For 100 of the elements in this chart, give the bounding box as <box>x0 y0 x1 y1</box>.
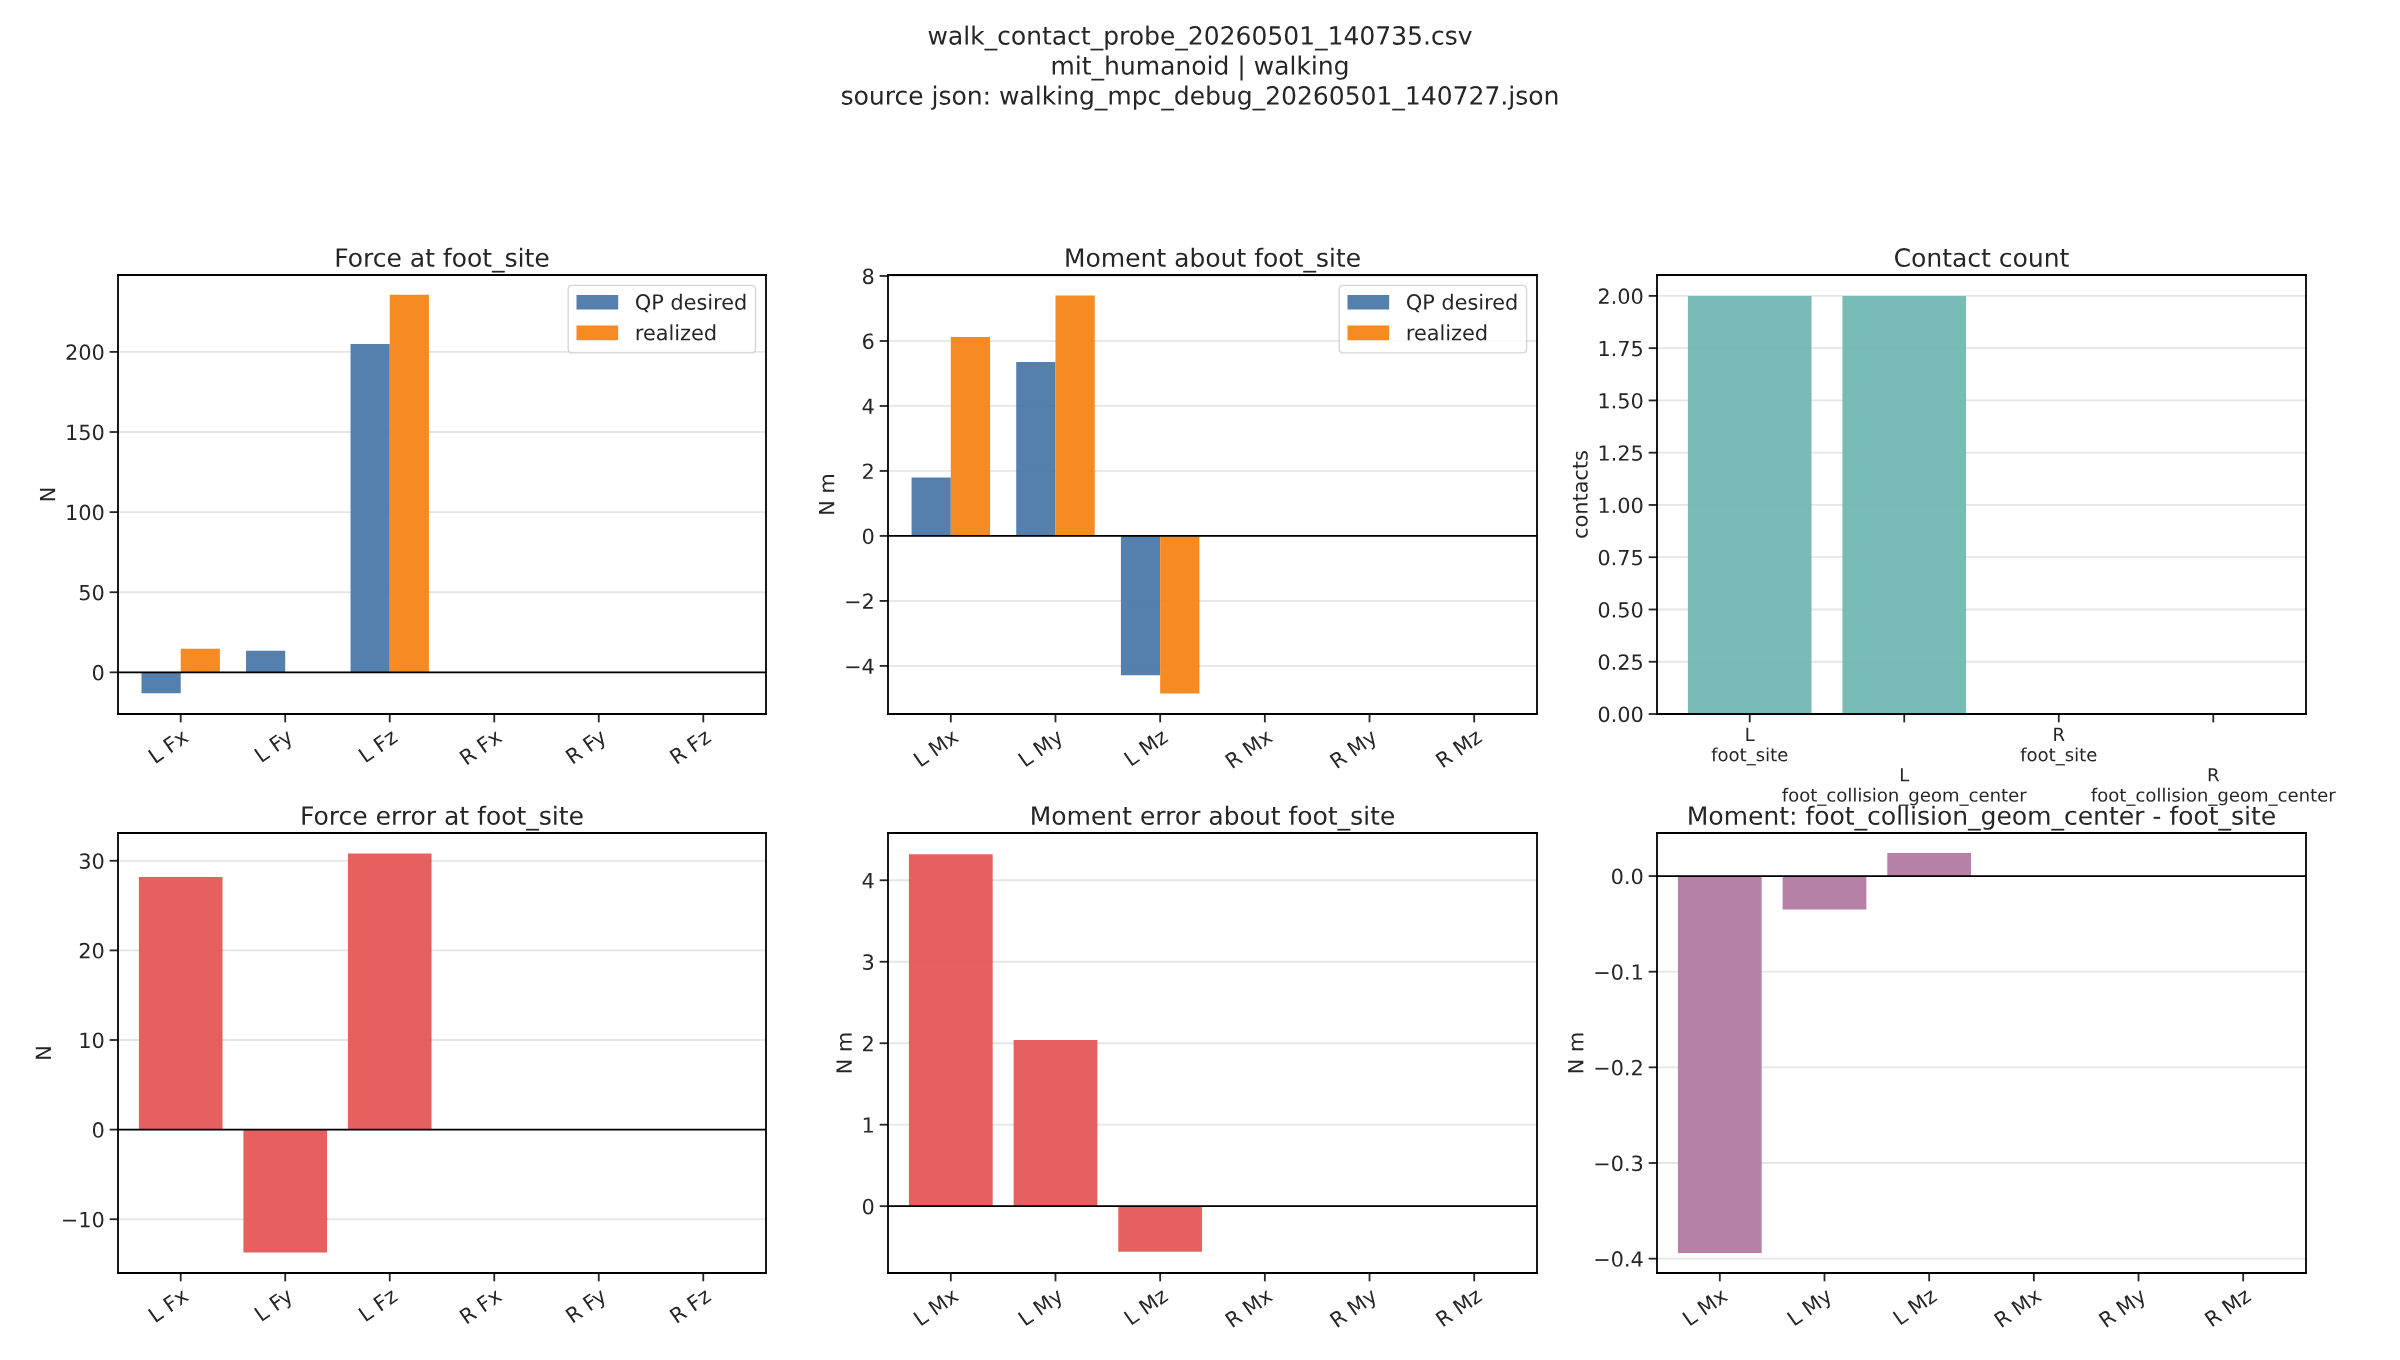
y-tick-label: 0.25 <box>1598 654 1642 670</box>
y-tick-label: 20 <box>79 942 104 959</box>
y-tick-label: 30 <box>79 853 104 869</box>
x-tick-label: R Fx <box>459 728 503 766</box>
x-tick-label: L Mz <box>1892 1287 1938 1326</box>
y-axis-title: contacts <box>1572 451 1588 538</box>
x-tick-label: R Mz <box>2204 1287 2252 1327</box>
y-tick-label: 4 <box>862 398 874 414</box>
x-tick-label: R Mz <box>1435 728 1483 768</box>
text: walk_contact_probe_20260501_140735.csv <box>928 25 1472 51</box>
legend-label: realized <box>1407 324 1487 341</box>
x-tick-label: L My <box>1786 1287 1836 1330</box>
y-tick-label: −4 <box>846 658 874 674</box>
y-tick-label: 50 <box>79 584 104 601</box>
chart-title: Moment error about foot_site <box>1032 805 1394 831</box>
x-tick-label: L Mx <box>913 1287 960 1326</box>
y-tick-label: 10 <box>80 1032 104 1049</box>
chart-title: Moment: foot_collision_geom_center - foot_site <box>1689 805 2275 831</box>
bar <box>1013 1039 1098 1207</box>
x-tick-label: L My <box>1017 728 1067 771</box>
bar <box>1160 535 1200 694</box>
y-tick-label: −2 <box>846 593 873 609</box>
y-axis-title: N <box>39 488 56 501</box>
x-tick-label: L foot_site <box>1711 727 1788 766</box>
x-tick-label: L Fx <box>147 728 190 764</box>
y-tick-label: 1.50 <box>1599 392 1643 409</box>
x-tick-label: R Fz <box>669 1287 712 1324</box>
x-tick-label: L Fy <box>253 728 297 766</box>
y-tick-label: 200 <box>66 344 104 361</box>
x-tick-label: R Fx <box>459 1287 503 1325</box>
x-tick-label: L Mz <box>1123 728 1169 767</box>
bar <box>243 1129 328 1253</box>
x-tick-label: L Fy <box>253 1287 297 1325</box>
y-tick-label: −0.2 <box>1595 1059 1642 1076</box>
y-tick-label: 0.75 <box>1598 549 1642 566</box>
x-tick-label: L Mx <box>1682 1287 1729 1326</box>
y-tick-label: 2.00 <box>1598 288 1643 305</box>
y-tick-label: 100 <box>67 504 104 521</box>
bar <box>908 854 993 1207</box>
y-tick-label: 2 <box>863 1035 873 1052</box>
x-tick-label: L My <box>1017 1287 1067 1330</box>
bar <box>1120 535 1161 676</box>
x-tick-label: L Fz <box>358 1287 399 1322</box>
x-tick-label: R Fy <box>565 728 610 768</box>
y-axis-title: N m <box>1568 1033 1584 1073</box>
x-tick-label: R Mx <box>1224 1287 1274 1328</box>
bar <box>141 672 181 694</box>
x-tick-label: R Mx <box>1993 1287 2043 1328</box>
y-tick-label: −10 <box>63 1211 104 1228</box>
y-tick-label: −0.3 <box>1595 1155 1643 1172</box>
y-tick-label: 150 <box>67 424 104 441</box>
bar <box>1055 295 1095 536</box>
bar <box>138 876 223 1130</box>
bar <box>246 650 286 673</box>
x-tick-label: L Mx <box>913 728 960 767</box>
bar <box>180 648 220 673</box>
y-tick-label: 4 <box>862 872 874 889</box>
bar <box>911 477 951 536</box>
legend-label: QP desired <box>1407 293 1517 313</box>
x-tick-label: R Mz <box>1435 1287 1483 1327</box>
legend-label: realized <box>636 324 716 341</box>
y-axis-title: N m <box>819 475 835 514</box>
x-tick-label: R Fz <box>669 728 712 765</box>
bar <box>1016 362 1056 536</box>
bar <box>1118 1206 1203 1252</box>
x-tick-label: R Fy <box>565 1287 610 1327</box>
x-tick-label: R My <box>2098 1287 2150 1332</box>
y-tick-label: 0.50 <box>1598 601 1643 618</box>
y-tick-label: 3 <box>863 954 874 970</box>
y-axis-title: N m <box>836 1033 852 1073</box>
chart-title: Force error at foot_site <box>302 805 583 831</box>
bar <box>347 853 432 1130</box>
x-tick-label: L Mz <box>1123 1287 1169 1326</box>
chart-title: Moment about foot_site <box>1066 247 1360 273</box>
x-tick-label: R Mx <box>1224 728 1274 769</box>
legend-label: QP desired <box>636 293 746 313</box>
x-tick-label: R My <box>1329 1287 1381 1332</box>
y-tick-label: 0 <box>92 664 104 681</box>
text: mit_humanoid | walking <box>1052 55 1348 81</box>
y-tick-label: 0.00 <box>1598 706 1643 723</box>
y-tick-label: −0.1 <box>1595 964 1642 980</box>
y-tick-label: 0 <box>92 1122 104 1138</box>
x-tick-label: R My <box>1329 728 1381 773</box>
y-tick-label: 1 <box>863 1117 873 1133</box>
x-tick-label: L Fz <box>358 728 399 763</box>
x-tick-label: L foot_collision_geom_center <box>1782 768 2027 806</box>
bar <box>389 294 429 673</box>
chart-title: Contact count <box>1895 248 2069 268</box>
x-tick-label: R foot_site <box>2020 727 2097 766</box>
y-tick-label: 2 <box>863 463 873 479</box>
y-tick-label: 0 <box>862 1198 874 1215</box>
bar <box>350 343 390 673</box>
y-tick-label: 8 <box>862 268 874 285</box>
x-tick-label: L Fx <box>147 1287 190 1323</box>
chart-title: Force at foot_site <box>336 247 549 273</box>
y-tick-label: 0.0 <box>1612 868 1643 885</box>
bar <box>950 337 991 536</box>
x-tick-label: R foot_collision_geom_center <box>2091 768 2336 806</box>
y-tick-label: 1.00 <box>1599 497 1643 514</box>
y-tick-label: −0.4 <box>1595 1251 1643 1267</box>
